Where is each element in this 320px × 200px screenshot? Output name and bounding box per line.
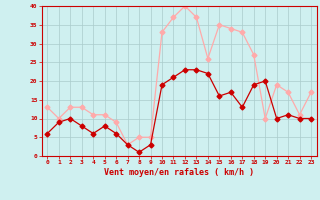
- X-axis label: Vent moyen/en rafales ( km/h ): Vent moyen/en rafales ( km/h ): [104, 168, 254, 177]
